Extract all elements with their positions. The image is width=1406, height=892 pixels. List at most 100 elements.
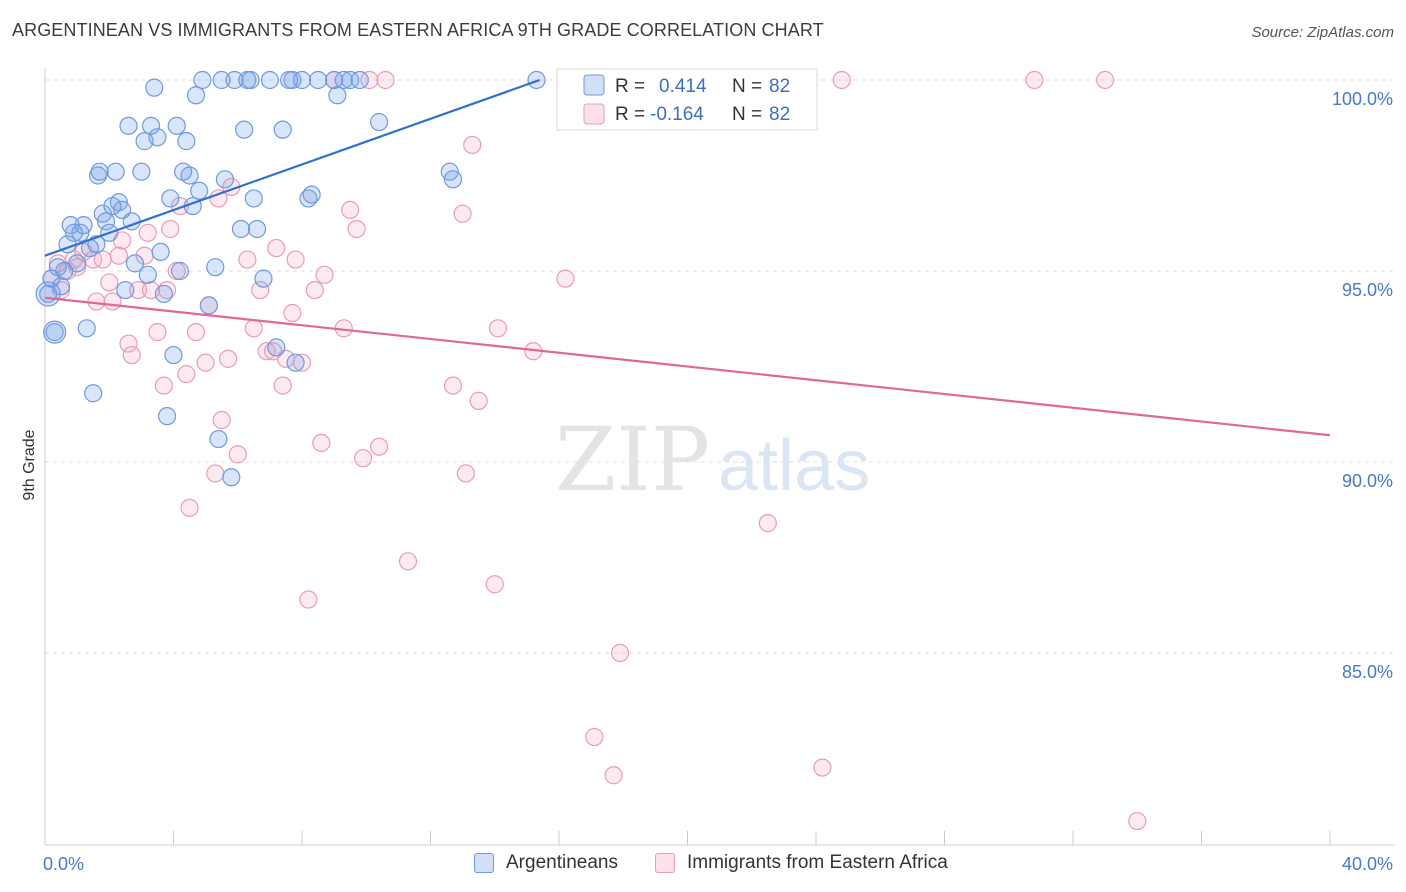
legend-swatch-blue (583, 74, 605, 96)
data-point-eastern-africa (244, 319, 263, 338)
data-point-eastern-africa (138, 223, 157, 242)
data-point-eastern-africa (154, 376, 173, 395)
data-point-argentinean (161, 189, 180, 208)
data-point-argentinean (273, 120, 292, 139)
data-point-argentinean (206, 258, 225, 277)
data-point-argentinean (231, 219, 251, 239)
data-point-argentinean (119, 116, 138, 135)
data-point-argentinean (334, 70, 353, 90)
data-point-argentinean (167, 116, 186, 135)
stats-legend: R = 0.414 N = 82 R = -0.164 N = 82 (556, 68, 818, 131)
data-point-eastern-africa (813, 758, 832, 777)
data-point-eastern-africa (122, 345, 141, 365)
data-point-argentinean (90, 162, 109, 181)
data-point-argentinean (154, 284, 173, 304)
data-point-argentinean (45, 323, 64, 342)
data-point-argentinean (180, 166, 199, 185)
x-tick-labels: 0.0% 40.0% (43, 854, 1393, 874)
data-point-argentinean (235, 120, 254, 139)
x-tick-label: 40.0% (1342, 854, 1393, 874)
data-point-eastern-africa (488, 319, 508, 338)
data-point-eastern-africa (443, 376, 463, 395)
data-point-eastern-africa (341, 200, 360, 219)
data-point-eastern-africa (186, 323, 206, 342)
legend-swatch-pink (583, 103, 605, 125)
data-point-eastern-africa (832, 70, 851, 90)
data-point-eastern-africa (398, 552, 418, 571)
legend-item-eastern-africa[interactable]: Immigrants from Eastern Africa (655, 852, 948, 874)
data-point-argentinean (247, 219, 267, 239)
data-point-argentinean (286, 353, 305, 372)
legend-r-value-blue: 0.414 (659, 76, 707, 97)
data-point-eastern-africa (585, 727, 604, 747)
data-point-argentinean (341, 70, 360, 90)
data-point-argentinean (157, 407, 177, 426)
legend-label-argentineans: Argentineans (506, 852, 618, 873)
data-point-argentinean (84, 384, 103, 403)
data-point-eastern-africa (469, 391, 488, 410)
axes (44, 68, 1395, 846)
legend-n-value-pink: 82 (769, 104, 790, 125)
data-point-argentinean (77, 319, 96, 338)
data-point-argentinean (193, 70, 212, 90)
data-point-argentinean (186, 86, 206, 105)
y-tick-label: 85.0% (1342, 662, 1393, 682)
data-point-argentinean (148, 128, 167, 147)
data-point-argentinean (267, 338, 286, 357)
trend-line-argentineans (44, 78, 541, 257)
data-point-eastern-africa (148, 323, 167, 342)
data-point-argentinean (199, 296, 218, 315)
data-point-argentinean (225, 70, 244, 90)
legend-n-label-blue: N = (732, 76, 762, 97)
data-point-eastern-africa (1128, 811, 1147, 831)
data-point-eastern-africa (119, 334, 138, 353)
data-point-argentinean (215, 170, 234, 189)
data-point-argentinean (292, 70, 312, 90)
data-point-eastern-africa (161, 219, 180, 239)
data-point-eastern-africa (251, 281, 270, 300)
data-point-eastern-africa (100, 273, 119, 292)
data-point-argentinean (132, 162, 151, 181)
data-point-argentinean (302, 185, 321, 204)
data-point-argentinean (64, 223, 84, 242)
data-point-argentinean (370, 112, 389, 132)
data-point-eastern-africa (370, 437, 389, 456)
data-point-argentinean (350, 70, 369, 90)
data-point-argentinean (260, 70, 279, 90)
legend-item-argentineans[interactable]: Argentineans (474, 852, 618, 874)
data-point-eastern-africa (299, 590, 318, 609)
watermark-zip: ZIP (555, 408, 710, 511)
data-point-argentinean (106, 162, 125, 181)
data-point-eastern-africa (610, 643, 630, 663)
data-point-eastern-africa (604, 766, 623, 785)
y-tick-label: 95.0% (1342, 280, 1393, 300)
data-point-argentinean (325, 70, 344, 90)
data-point-eastern-africa (1025, 70, 1044, 90)
legend-n-value-blue: 82 (769, 76, 790, 97)
data-point-argentinean (244, 189, 263, 208)
legend-swatch-eastern-africa (655, 853, 675, 873)
data-point-argentinean (138, 265, 157, 284)
legend-n-label-pink: N = (732, 104, 762, 125)
data-point-eastern-africa (267, 238, 286, 258)
data-point-eastern-africa (212, 410, 231, 430)
data-point-argentinean (209, 429, 228, 449)
data-point-argentinean (96, 212, 116, 231)
data-point-argentinean (212, 70, 231, 90)
data-point-argentinean (222, 468, 241, 487)
data-point-argentinean (177, 132, 196, 151)
grid (45, 79, 1395, 654)
data-point-argentinean (241, 70, 260, 90)
data-point-eastern-africa (109, 246, 128, 265)
data-point-eastern-africa (376, 70, 395, 90)
data-point-argentinean (51, 277, 71, 296)
legend-box (556, 68, 818, 131)
data-point-eastern-africa (347, 219, 366, 239)
x-tick-label: 0.0% (43, 854, 84, 874)
data-point-eastern-africa (177, 365, 196, 384)
data-point-eastern-africa (1096, 70, 1115, 90)
data-point-argentinean (125, 254, 145, 273)
data-point-argentinean (116, 281, 135, 300)
chart-title: ARGENTINEAN VS IMMIGRANTS FROM EASTERN A… (12, 20, 824, 40)
y-axis-label: 9th Grade (21, 429, 38, 500)
